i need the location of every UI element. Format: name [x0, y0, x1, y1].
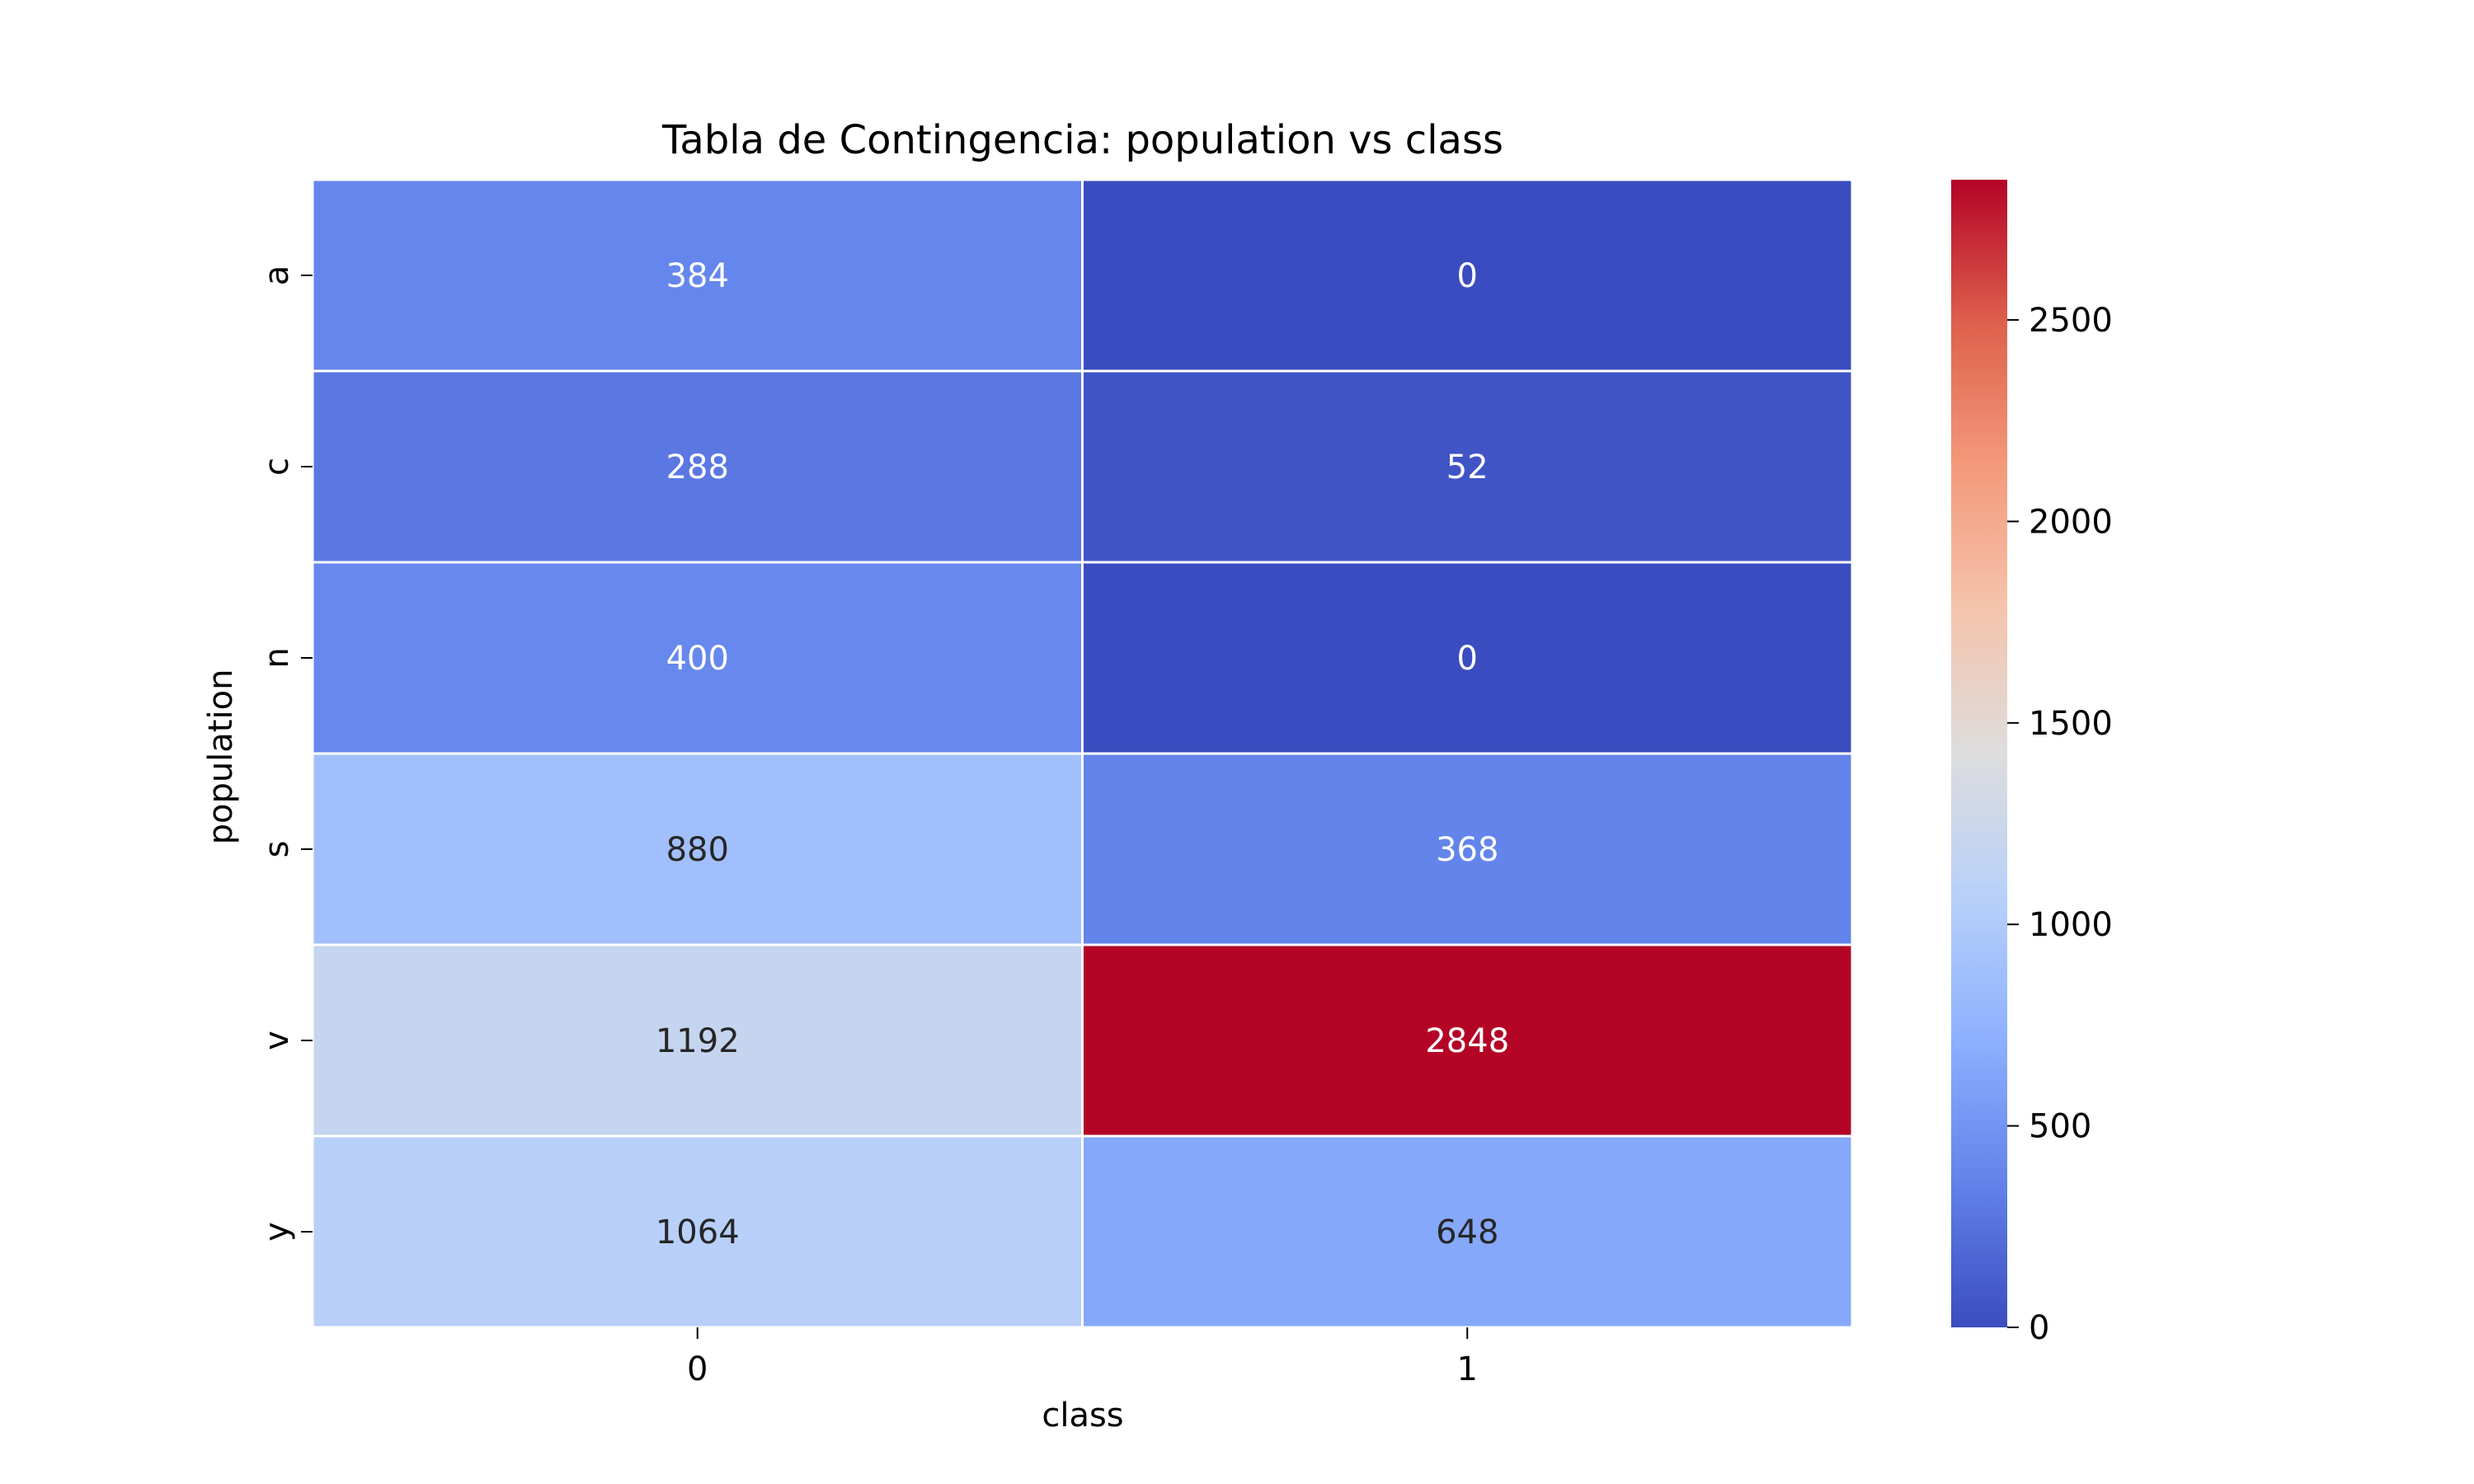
y-axis: a c n s v y — [258, 265, 313, 1242]
heatmap-cell — [1081, 752, 1854, 946]
heatmap-cell — [1081, 178, 1854, 373]
colorbar-tick-label: 2000 — [2029, 503, 2113, 541]
cell-value-label: 880 — [666, 831, 729, 869]
y-tick-label: n — [258, 647, 296, 668]
cell-value-label: 1064 — [656, 1214, 740, 1252]
y-tick-label: a — [258, 265, 296, 286]
colorbar-tick-label: 500 — [2029, 1108, 2091, 1146]
y-tick-label: v — [258, 1031, 296, 1050]
colorbar-tick-label: 1500 — [2029, 705, 2113, 743]
cell-value-label: 400 — [666, 640, 729, 678]
colorbar-gradient — [1951, 180, 2007, 1327]
cell-value-label: 648 — [1436, 1214, 1498, 1252]
x-axis-label: class — [1042, 1397, 1123, 1435]
heatmap-cell — [1081, 943, 1854, 1138]
cell-value-label: 52 — [1446, 448, 1489, 486]
x-tick-label: 0 — [687, 1350, 708, 1388]
colorbar-tick-label: 2500 — [2029, 302, 2113, 340]
cell-value-label: 0 — [1457, 640, 1478, 678]
cell-value-label: 1192 — [656, 1022, 740, 1060]
chart-title: Tabla de Contingencia: population vs cla… — [661, 117, 1503, 163]
cell-value-label: 368 — [1436, 831, 1498, 869]
cell-value-label: 2848 — [1425, 1022, 1509, 1060]
colorbar-tick-label: 1000 — [2029, 906, 2113, 944]
x-tick-label: 1 — [1457, 1350, 1478, 1388]
heatmap-cell — [311, 752, 1084, 946]
heatmap-cell — [311, 178, 1084, 373]
heatmap-cell — [1081, 369, 1854, 564]
heatmap-cell — [1081, 1134, 1854, 1329]
y-axis-label: population — [202, 669, 240, 845]
y-tick-label: c — [258, 458, 296, 476]
colorbar-tick-label: 0 — [2029, 1309, 2049, 1347]
y-tick-label: s — [258, 841, 296, 858]
colorbar: 0 500 1000 1500 2000 2500 — [1951, 180, 2113, 1347]
heatmap-cell — [311, 369, 1084, 564]
y-tick-label: y — [258, 1222, 296, 1242]
cell-value-label: 288 — [666, 448, 729, 486]
cell-value-label: 384 — [666, 257, 729, 295]
cell-value-label: 0 — [1457, 257, 1478, 295]
heatmap-cells: 384 0 288 52 400 0 880 368 1192 2848 1064 648 — [311, 178, 1854, 1329]
